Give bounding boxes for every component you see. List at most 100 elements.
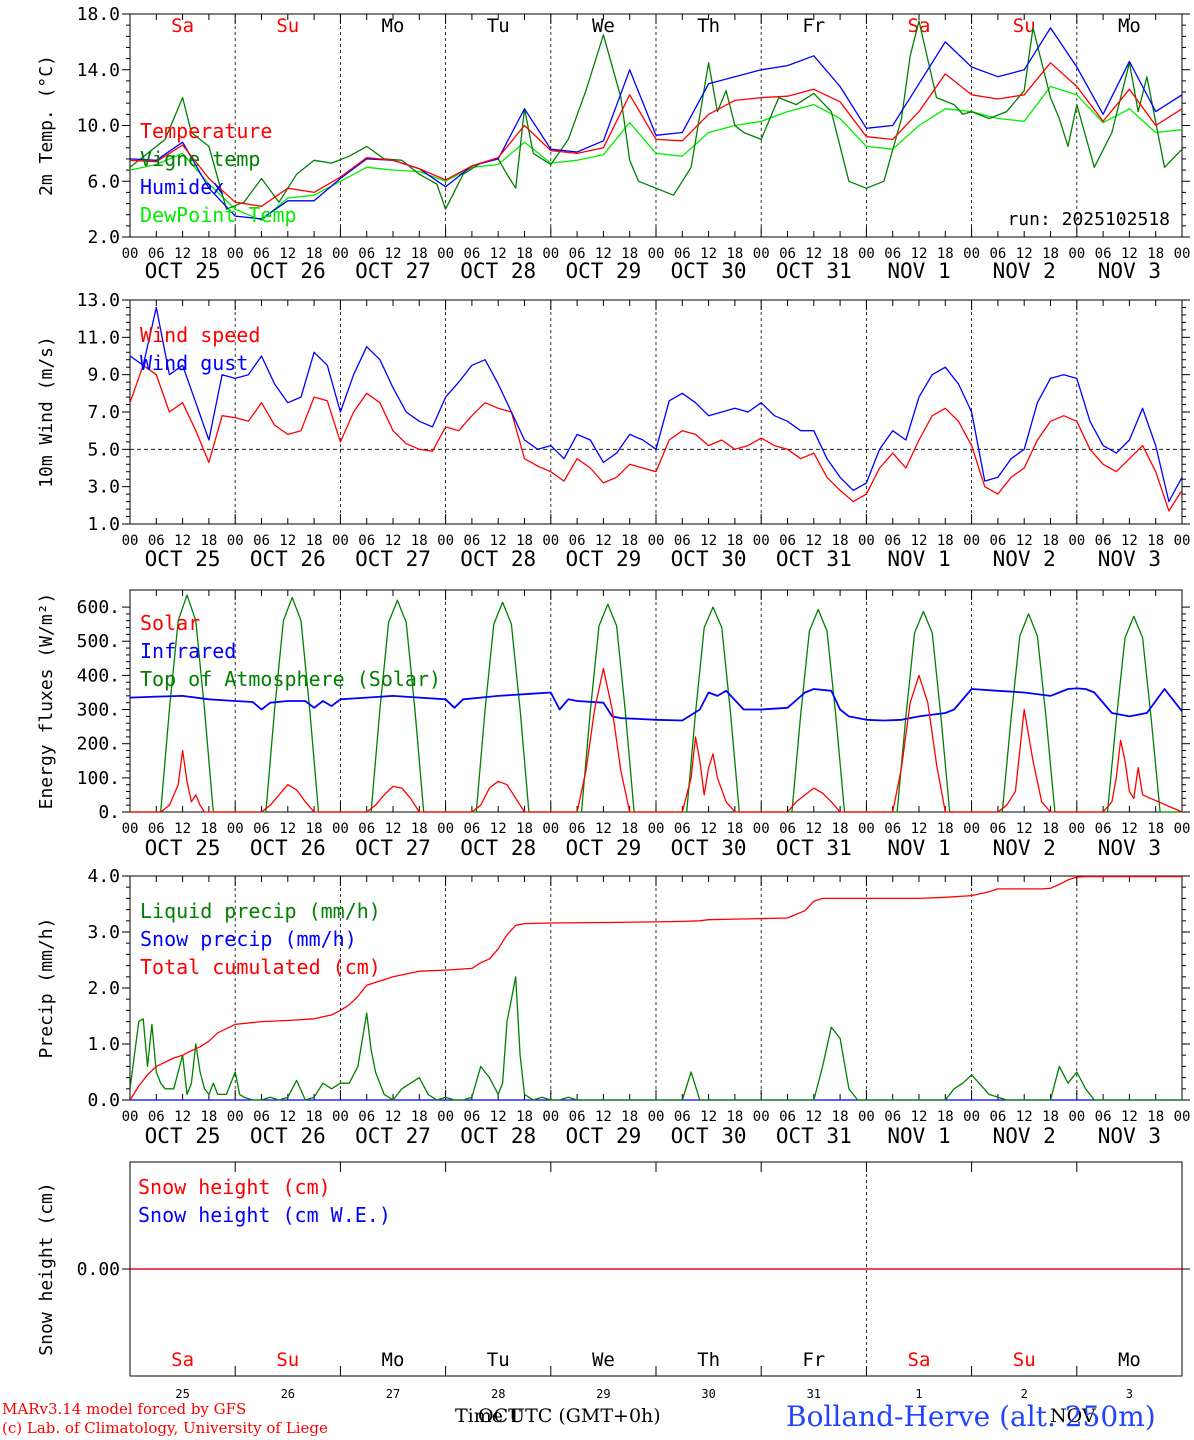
hour-tick-label: 12 — [911, 533, 928, 549]
hour-tick-label: 06 — [779, 821, 796, 837]
hour-tick-label: 06 — [884, 533, 901, 549]
y-tick-label: 4.0 — [87, 866, 120, 887]
y-tick-label: 1.0 — [87, 1034, 120, 1055]
hour-tick-label: 12 — [911, 1109, 928, 1125]
day-number-label: 31 — [807, 1387, 821, 1401]
hour-tick-label: 00 — [122, 821, 139, 837]
hour-tick-label: 00 — [963, 246, 980, 262]
y-tick-label: 300. — [77, 700, 120, 721]
hour-tick-label: 06 — [674, 246, 691, 262]
panel-5: 0.00 Snow height (cm) Sa 25 Su 26 Mo 27 Tu 28 We 29… — [36, 1161, 1190, 1401]
date-label: OCT 28 — [460, 1124, 536, 1148]
hour-tick-label: 00 — [858, 1109, 875, 1125]
date-label: NOV 3 — [1098, 547, 1161, 571]
month-overlay-nov: NOV — [1050, 1405, 1096, 1427]
plot-frame — [129, 299, 1183, 525]
hour-tick-label: 00 — [858, 533, 875, 549]
weekday-label: We — [592, 15, 615, 37]
weekday-label: Mo — [382, 15, 405, 37]
hour-tick-label: 00 — [437, 246, 454, 262]
hour-tick-label: 18 — [411, 246, 428, 262]
day-number-label: 2 — [1021, 1387, 1028, 1401]
hour-tick-label: 00 — [542, 246, 559, 262]
hour-tick-label: 00 — [1068, 246, 1085, 262]
hour-tick-label: 12 — [911, 821, 928, 837]
y-tick-label: 14.0 — [77, 60, 120, 81]
hour-tick-label: 00 — [227, 821, 244, 837]
date-label: NOV 1 — [887, 1124, 950, 1148]
hour-tick-label: 12 — [490, 821, 507, 837]
hour-tick-label: 06 — [1095, 246, 1112, 262]
hour-tick-label: 18 — [621, 1109, 638, 1125]
hour-tick-label: 06 — [358, 821, 375, 837]
hour-tick-label: 06 — [569, 821, 586, 837]
y-axis-label: Snow height (cm) — [36, 1182, 57, 1355]
hour-tick-label: 12 — [595, 246, 612, 262]
day-number-label: 28 — [491, 1387, 505, 1401]
hour-tick-label: 18 — [516, 246, 533, 262]
series-humidex — [130, 27, 1182, 220]
y-tick-label: 6.0 — [87, 171, 120, 192]
hour-tick-label: 18 — [726, 821, 743, 837]
hour-tick-label: 18 — [1147, 533, 1164, 549]
y-tick-label: 400. — [77, 665, 120, 686]
hour-tick-label: 12 — [700, 821, 717, 837]
hour-tick-label: 12 — [490, 246, 507, 262]
hour-tick-label: 18 — [516, 533, 533, 549]
weekday-label: Mo — [1118, 1349, 1141, 1371]
hour-tick-label: 12 — [385, 821, 402, 837]
y-tick-label: 100. — [77, 768, 120, 789]
series-temperature — [130, 62, 1182, 207]
legend-entry: Wind gust — [140, 351, 248, 375]
hour-tick-label: 12 — [1016, 533, 1033, 549]
date-label: OCT 28 — [460, 547, 536, 571]
hour-tick-label: 00 — [332, 821, 349, 837]
series-solar — [130, 667, 1182, 813]
model-credit: MARv3.14 model forced by GFS — [2, 1400, 247, 1418]
hour-tick-label: 00 — [753, 533, 770, 549]
hour-tick-label: 00 — [1068, 1109, 1085, 1125]
legend-entry: Total cumulated (cm) — [140, 955, 381, 979]
hour-tick-label: 18 — [832, 1109, 849, 1125]
date-label: OCT 30 — [671, 547, 747, 571]
hour-tick-label: 18 — [1042, 821, 1059, 837]
hour-tick-label: 18 — [411, 533, 428, 549]
hour-tick-label: 12 — [595, 1109, 612, 1125]
hour-tick-label: 18 — [1042, 1109, 1059, 1125]
weekday-label: We — [592, 1349, 615, 1371]
weekday-label: Su — [276, 1349, 299, 1371]
hour-tick-label: 12 — [595, 821, 612, 837]
hour-tick-label: 06 — [1095, 533, 1112, 549]
hour-tick-label: 12 — [279, 246, 296, 262]
hour-tick-label: 00 — [648, 821, 665, 837]
weekday-label: Mo — [382, 1349, 405, 1371]
hour-tick-label: 00 — [542, 821, 559, 837]
hour-tick-label: 06 — [358, 533, 375, 549]
hour-tick-label: 12 — [1121, 821, 1138, 837]
hour-tick-label: 18 — [937, 1109, 954, 1125]
date-label: OCT 26 — [250, 1124, 326, 1148]
date-label: OCT 31 — [776, 547, 852, 571]
hour-tick-label: 00 — [122, 1109, 139, 1125]
legend-entry: Infrared — [140, 639, 236, 663]
hour-tick-label: 06 — [884, 246, 901, 262]
date-label: OCT 26 — [250, 547, 326, 571]
legend-entry: DewPoint Temp — [140, 203, 297, 227]
hour-tick-label: 06 — [989, 1109, 1006, 1125]
weekday-label: Sa — [171, 1349, 194, 1371]
legend-entry: Snow precip (mm/h) — [140, 927, 357, 951]
hour-tick-label: 18 — [516, 1109, 533, 1125]
weekday-label: Su — [1013, 1349, 1036, 1371]
hour-tick-label: 00 — [753, 246, 770, 262]
hour-tick-label: 06 — [253, 533, 270, 549]
weekday-label: Su — [276, 15, 299, 37]
hour-tick-label: 18 — [200, 821, 217, 837]
y-tick-label: 11.0 — [77, 327, 120, 348]
hour-tick-label: 18 — [306, 246, 323, 262]
hour-tick-label: 06 — [463, 533, 480, 549]
hour-tick-label: 00 — [332, 1109, 349, 1125]
date-label: OCT 27 — [355, 836, 431, 860]
series-group — [130, 875, 1182, 1101]
hour-tick-label: 12 — [805, 533, 822, 549]
hour-tick-label: 12 — [385, 246, 402, 262]
